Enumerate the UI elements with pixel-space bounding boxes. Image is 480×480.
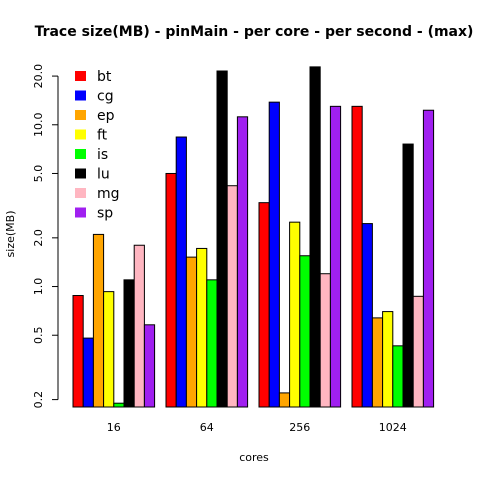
legend-label-bt: bt [97,69,112,85]
y-tick-label: 10.0 [32,113,45,138]
bar-ep-256 [278,392,291,408]
y-tick-label: 2.0 [32,229,45,247]
bar-cg-256 [268,101,280,408]
x-tick-label: 64 [200,421,214,434]
y-tick-label: 0.2 [32,391,45,409]
legend-label-cg: cg [97,89,114,105]
bar-cg-16 [82,337,94,408]
x-tick-label: 1024 [379,421,407,434]
y-tick-label: 1.0 [32,278,45,296]
bar-sp-256 [329,105,342,408]
y-tick-label: 5.0 [32,165,45,183]
legend-swatch-ft [75,129,86,140]
legend-swatch-is [75,149,86,159]
x-tick-labels: 16 64 256 1024 [107,421,407,434]
bar-mg-64 [226,185,238,408]
legend-swatch-bt [75,71,86,81]
legend-label-sp: sp [97,206,113,222]
bar-lu-1024 [402,143,414,408]
legend-swatch-lu [75,168,86,179]
legend-swatch-cg [75,90,86,101]
bar-is-64 [206,279,218,408]
bar-ft-1024 [382,311,394,408]
bar-cg-1024 [361,223,373,408]
bar-is-16 [113,402,125,408]
bar-ft-64 [196,247,208,408]
bar-cg-64 [175,136,187,408]
bar-sp-1024 [422,109,435,408]
legend-label-mg: mg [97,186,120,202]
bar-is-256 [299,255,311,408]
bar-bt-256 [258,202,270,408]
bar-lu-256 [309,66,321,408]
bar-lu-64 [216,70,228,408]
x-tick-label: 16 [107,421,121,434]
bar-bt-64 [165,172,177,408]
bar-bt-1024 [351,105,363,408]
bar-ep-64 [185,256,198,408]
bar-bt-16 [72,295,84,408]
legend: bt cg ep ft is lu mg sp [75,69,120,222]
y-tick-label: 0.5 [32,326,45,344]
bar-lu-16 [123,279,135,408]
legend-label-ep: ep [97,108,115,124]
legend-label-lu: lu [97,167,110,183]
x-tick-label: 256 [289,421,310,434]
bar-mg-256 [319,273,331,408]
y-axis: 0.2 0.5 1.0 2.0 5.0 10.0 20.0 [32,64,59,409]
y-axis-label: size(MB) [4,211,17,258]
legend-swatch-sp [75,207,86,218]
chart-title: Trace size(MB) - pinMain - per core - pe… [35,24,474,40]
bar-ft-16 [103,291,115,408]
bar-is-1024 [392,345,404,408]
bar-ep-1024 [371,317,384,408]
legend-label-ft: ft [97,128,108,144]
legend-label-is: is [97,147,108,163]
y-tick-label: 20.0 [32,64,45,89]
legend-swatch-ep [75,110,86,120]
bars [72,66,435,408]
legend-swatch-mg [75,188,86,198]
bar-ft-256 [289,221,301,408]
bar-mg-1024 [412,295,424,408]
bar-sp-64 [236,116,249,408]
bar-mg-16 [133,244,145,408]
bar-sp-16 [143,324,156,408]
x-axis-label: cores [239,451,269,464]
bar-ep-16 [92,233,105,408]
